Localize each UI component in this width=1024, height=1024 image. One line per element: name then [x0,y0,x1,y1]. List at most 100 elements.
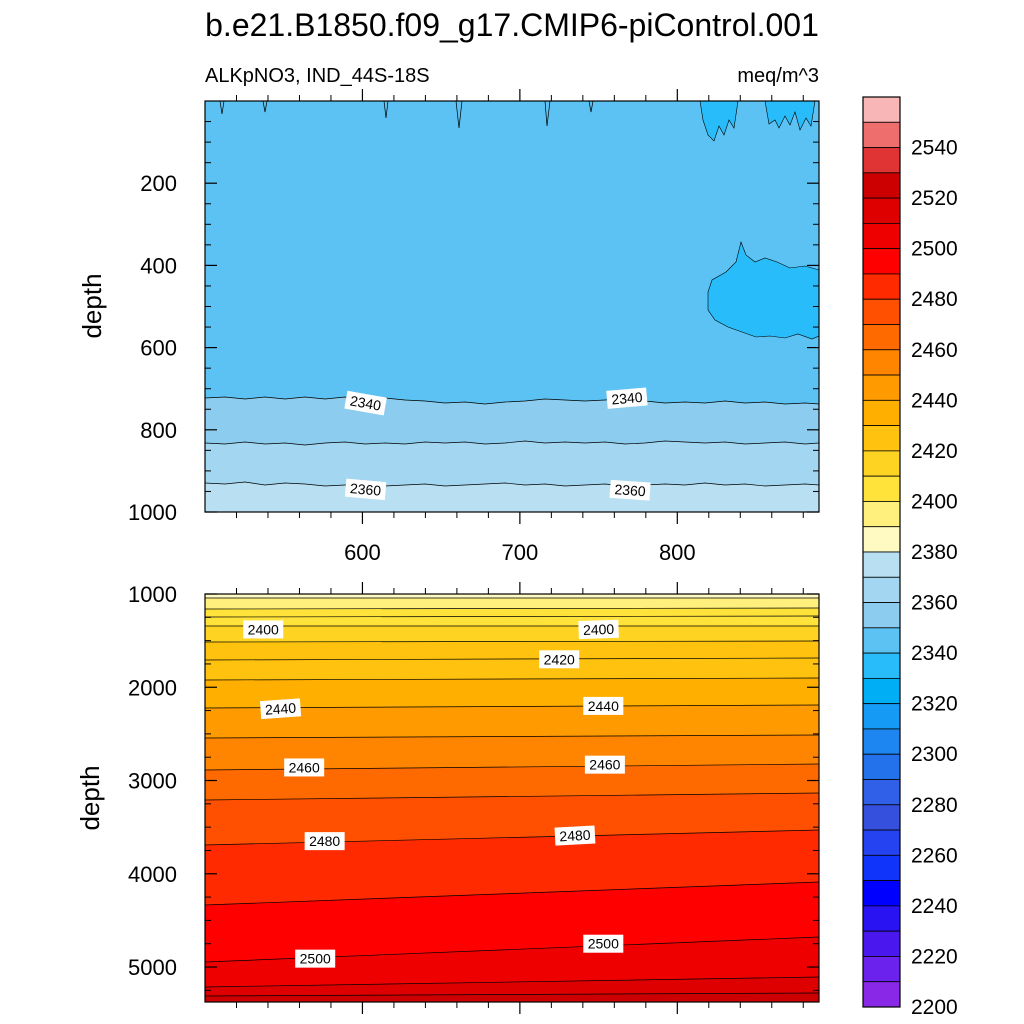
colorbar-swatch [862,880,901,907]
colorbar-label: 2200 [911,996,958,1019]
upper-contour-label-box [609,479,651,501]
lower-contour-2510 [205,992,819,997]
colorbar-label: 2240 [911,895,958,918]
lower-contour-2410 [205,657,819,661]
colorbar-swatch [862,475,901,502]
colorbar-swatch [862,677,901,705]
upper-x-tick-label: 700 [502,540,539,565]
colorbar-swatch [862,804,901,831]
chart-title: b.e21.B1850.f09_g17.CMIP6-piControl.001 [205,7,819,43]
lower-y-tick-label: 2000 [128,675,177,700]
lower-contour-label: 2480 [554,825,596,846]
upper-x-tick-label: 800 [659,540,696,565]
upper-contour-label-text: 2360 [614,481,646,499]
lower-contour-2430 [205,704,819,709]
lower-contour-label-box [578,619,619,640]
lower-contour-label-text: 2420 [544,651,575,667]
lower-contour-label-text: 2480 [559,827,591,845]
lower-y-axis-label: depth [75,765,105,830]
lower-panel-frame [204,593,820,1003]
colorbar-swatch [862,273,901,300]
upper-y-tick-label: 400 [140,253,177,278]
upper-surface-spikes [219,101,594,129]
lower-contour-2440 [205,734,819,739]
lower-contour-label-box [583,696,624,715]
lower-contour-label-box [243,620,284,639]
lower-contour-labels: 2400 2400 2420 2440 2440 2460 2460 2480 2480 2500… [243,619,625,968]
lower-contour-label-text: 2500 [300,951,331,967]
colorbar-label: 2300 [911,743,958,766]
colorbar-label: 2220 [911,945,958,968]
lower-contour-2480 [205,881,819,906]
colorbar-label: 2280 [911,794,958,817]
lower-contour-label-box [295,949,336,968]
lower-contour-2395 [205,615,819,618]
colorbar-swatch [862,981,901,1008]
colorbar-label: 2500 [911,238,958,261]
upper-contour-labels: 2340 2340 2360 2360 [344,387,651,501]
upper-contour-label-text: 2340 [611,389,644,408]
colorbar-swatch [862,172,901,199]
upper-contour-label: 2340 [344,390,387,416]
colorbar-swatch [862,576,901,603]
upper-contour-label: 2360 [609,479,651,501]
colorbar-swatch [862,829,901,856]
lower-contour-label-box [284,758,325,777]
lower-contour-label: 2500 [583,934,624,953]
colorbar-swatch [862,602,901,629]
colorbar-label: 2320 [911,693,958,716]
upper-blob-2320 [707,241,819,340]
colorbar-swatch [862,222,901,250]
lower-y-tick-label: 4000 [128,862,177,887]
upper-contour-label-box [606,387,648,409]
upper-axes: 200 400 600 800 1000 600 700 800 [128,89,819,565]
colorbar-label: 2540 [911,137,958,160]
colorbar-swatch [862,197,901,224]
lower-contour-label-box [259,698,302,720]
lower-contour-label-text: 2500 [588,936,619,952]
upper-contour-label-text: 2340 [349,393,383,414]
upper-surface-2320 [699,101,739,142]
lower-y-tick-label: 3000 [128,769,177,794]
lower-contour-label-text: 2400 [248,621,279,637]
lower-contour-label-box [554,825,596,846]
colorbar-label: 2440 [911,389,958,412]
lower-contour-label-text: 2460 [289,759,320,775]
lower-contour-label: 2440 [583,696,624,715]
lower-contour-2405 [205,640,819,643]
colorbar-swatch [862,526,901,553]
upper-band-2360 [205,482,819,512]
colorbar-swatch [862,753,901,780]
colorbar-swatch [862,728,901,755]
subtitle-right: meq/m^3 [737,65,819,87]
colorbar-label: 2340 [911,642,958,665]
colorbar-swatch [862,501,901,528]
colorbar-swatch [862,551,901,578]
colorbar-frame [862,96,901,1008]
colorbar-label: 2420 [911,440,958,463]
lower-contour-2460 [205,792,819,801]
colorbar-swatch [862,298,901,325]
colorbar-swatch [862,652,901,679]
lower-contour-label: 2460 [584,755,625,774]
colorbar-swatch [862,374,901,401]
lower-contour-label-box [583,934,624,953]
lower-contour-2390 [205,607,819,610]
upper-contour-label-box [344,390,387,416]
colorbar-swatch [862,147,901,174]
colorbar-swatch [862,905,901,932]
lower-contour-label: 2400 [578,619,619,640]
upper-contour-label: 2340 [606,387,648,409]
upper-contour-2350 [205,440,819,446]
colorbar-label: 2480 [911,288,958,311]
colorbar-swatch [862,627,901,654]
lower-contour-label-text: 2400 [583,621,615,638]
colorbar-swatch [862,425,901,452]
lower-contour-label-box [539,650,580,669]
lower-contour-label: 2420 [539,650,580,669]
lower-axes: 1000 2000 3000 4000 5000 [128,582,819,1014]
colorbar-label: 2460 [911,339,958,362]
lower-contour-label: 2400 [243,620,284,639]
colorbar-swatch [862,703,901,730]
